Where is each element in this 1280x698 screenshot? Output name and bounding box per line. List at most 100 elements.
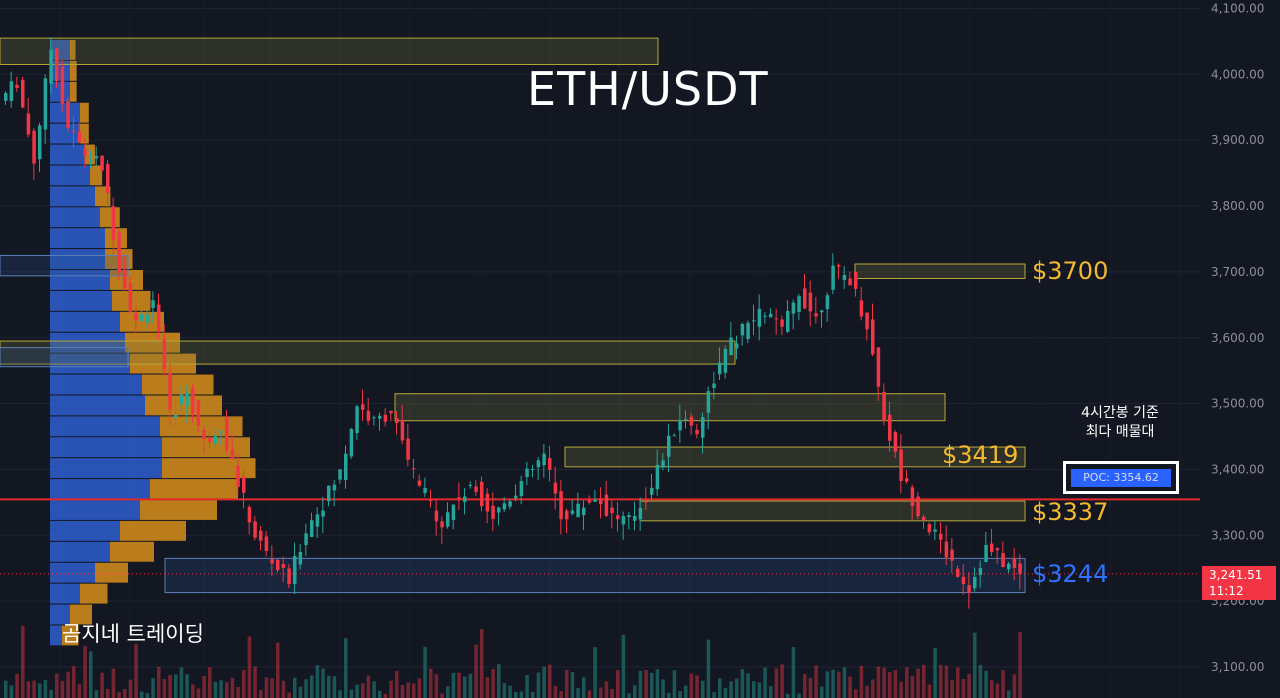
volume-bar	[140, 691, 144, 698]
poc-label: POC: 3354.62	[1071, 469, 1171, 487]
volume-bar	[825, 671, 830, 698]
volume-bar	[15, 673, 19, 698]
candle-body	[208, 437, 212, 442]
candle-body	[264, 536, 269, 552]
volume-bar	[876, 666, 881, 698]
y-tick-label: 3,800.00	[1211, 199, 1264, 213]
candle-body	[298, 551, 303, 565]
candle-body	[701, 417, 705, 438]
candle-body	[695, 429, 699, 435]
vp-bar-sell	[110, 541, 154, 562]
y-tick-label: 3,400.00	[1211, 462, 1264, 476]
candle-body	[786, 310, 790, 332]
candle-body	[117, 232, 121, 273]
candle-body	[621, 516, 626, 525]
volume-bar	[995, 683, 1000, 698]
volume-bar	[593, 647, 597, 698]
volume-bar	[21, 625, 25, 698]
candle-body	[451, 504, 456, 521]
candle-body	[548, 457, 552, 470]
candle-body	[961, 576, 966, 585]
vp-bar-buy	[50, 81, 70, 102]
vp-bar-sell	[125, 332, 180, 353]
candle-body	[446, 512, 450, 527]
candle-body	[259, 530, 263, 541]
candle-body	[553, 482, 558, 494]
volume-bar	[967, 674, 971, 698]
volume-bar	[531, 692, 535, 698]
volume-bar	[837, 671, 841, 698]
candle-body	[502, 503, 507, 510]
volume-bar	[219, 680, 223, 698]
volume-bar	[514, 691, 518, 698]
volume-bar	[38, 683, 42, 698]
vp-bar-buy	[50, 541, 110, 562]
volume-bar	[361, 683, 365, 698]
candle-body	[842, 274, 847, 280]
volume-bar	[276, 642, 280, 698]
volume-bar	[808, 677, 813, 698]
vp-bar-buy	[50, 416, 160, 437]
candlesticks	[4, 37, 1022, 609]
volume-bar	[412, 683, 416, 698]
volume-bar	[202, 676, 206, 698]
candle-body	[383, 414, 388, 422]
volume-bar	[321, 668, 325, 698]
volume-bar	[440, 693, 444, 698]
candle-body	[247, 506, 252, 523]
volume-bar	[712, 692, 716, 698]
volume-bar	[366, 675, 371, 698]
volume-bar	[689, 673, 694, 698]
candle-body	[134, 312, 138, 321]
candle-body	[1007, 563, 1011, 570]
volume-bar	[378, 690, 382, 698]
volume-bar	[502, 683, 507, 698]
candle-body	[859, 300, 864, 317]
volume-bar	[644, 670, 648, 698]
candle-body	[242, 476, 246, 493]
volume-bar	[582, 677, 586, 698]
candle-body	[287, 568, 291, 584]
supply-zone	[0, 340, 736, 365]
candle-body	[406, 438, 410, 460]
volume-bar	[508, 685, 512, 698]
candle-body	[706, 391, 711, 413]
candle-body	[355, 406, 359, 434]
volume-bar	[94, 690, 99, 698]
candle-body	[253, 521, 257, 538]
candle-body	[474, 486, 478, 492]
volume-bar	[145, 693, 150, 698]
volume-bar	[434, 674, 439, 698]
candle-body	[746, 322, 750, 339]
y-tick-label: 3,700.00	[1211, 265, 1264, 279]
candle-body	[514, 495, 518, 499]
volume-bar	[281, 680, 286, 698]
candle-body	[480, 481, 484, 507]
y-tick-label: 4,000.00	[1211, 67, 1264, 81]
candle-body	[202, 429, 206, 440]
volume-bar	[723, 688, 728, 698]
candle-body	[848, 278, 852, 286]
candle-body	[315, 514, 320, 527]
volume-bar	[9, 685, 14, 698]
volume-bar	[944, 665, 949, 698]
vp-bar-sell	[145, 395, 222, 416]
supply-zone	[854, 263, 1026, 279]
volume-bar	[4, 680, 8, 698]
candle-body	[128, 283, 133, 312]
volume-bar	[497, 664, 501, 698]
candle-body	[627, 515, 631, 518]
candle-body	[740, 323, 745, 336]
candle-body	[412, 468, 416, 470]
y-tick-label: 3,900.00	[1211, 133, 1264, 147]
candle-body	[94, 156, 99, 159]
candle-body	[763, 315, 767, 317]
vp-bar-sell	[100, 207, 120, 228]
vp-bar-buy	[50, 604, 70, 625]
volume-bar	[468, 673, 473, 698]
volume-bar	[916, 668, 920, 698]
vp-bar-buy	[50, 374, 142, 395]
candle-body	[655, 464, 660, 490]
candle-body	[344, 453, 348, 481]
current-price-tag: 3,241.51 11:12	[1202, 566, 1276, 600]
